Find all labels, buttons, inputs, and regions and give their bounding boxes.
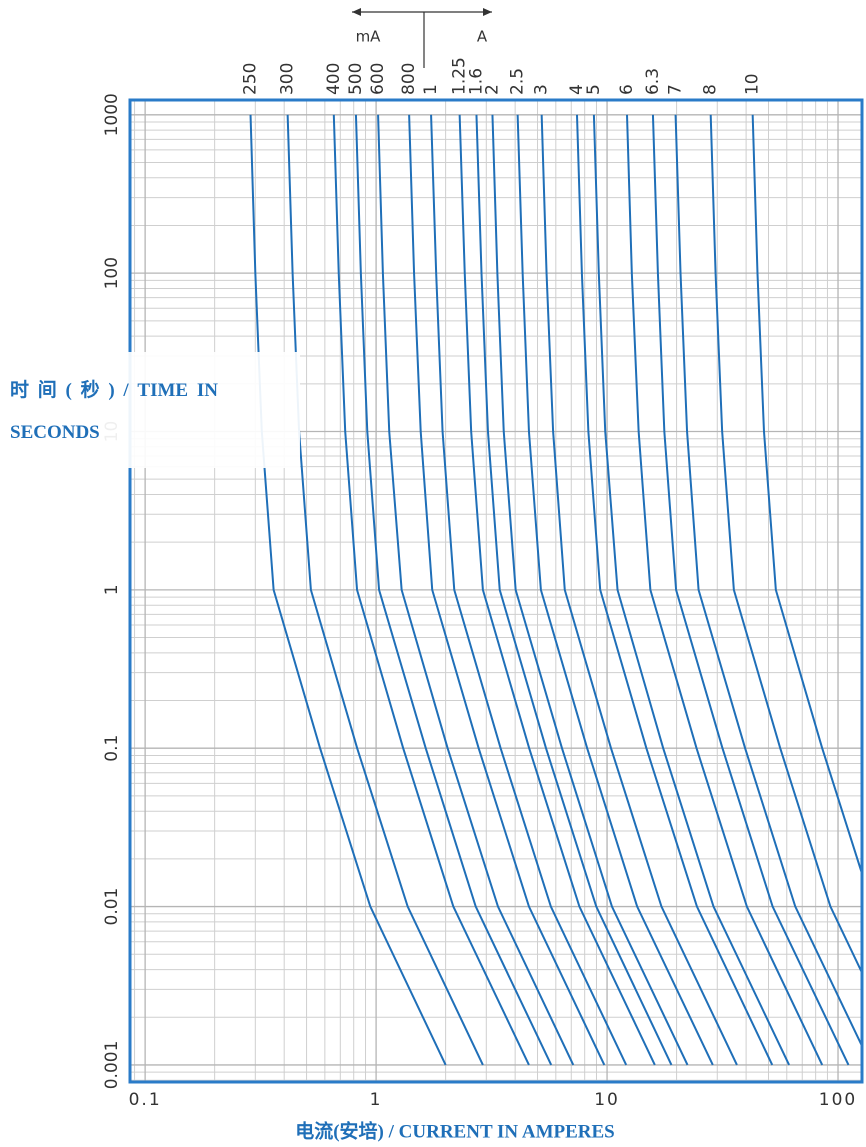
series-label: 1.25 [450, 57, 470, 95]
fuse-curve [592, 114, 791, 1066]
x-tick-label: 10 [594, 1090, 620, 1110]
fuse-curve [516, 114, 714, 1066]
series-label: 1.6 [466, 68, 486, 95]
series-label: 10 [743, 73, 763, 95]
series-label: 250 [241, 63, 261, 95]
unit-label: mA [356, 28, 382, 46]
y-tick-label: 0.1 [102, 735, 122, 762]
series-label: 500 [346, 63, 366, 95]
series-label: 6.3 [643, 68, 663, 95]
series-label: 2.5 [508, 68, 528, 95]
y-tick-label: 1 [102, 584, 122, 595]
series-label: 1 [421, 84, 441, 95]
y-axis-title: 时 间 ( 秒 ) / TIME IN SECONDS [0, 352, 300, 468]
series-label: 7 [666, 84, 686, 95]
fuse-curve [408, 114, 606, 1066]
y-tick-label: 100 [102, 257, 122, 289]
series-label: 3 [532, 84, 552, 95]
fuse-curve [286, 114, 484, 1066]
unit-label: A [477, 28, 488, 46]
fuse-curve [430, 114, 628, 1066]
fuse-curve [709, 114, 862, 976]
x-tick-label: 0.1 [129, 1090, 162, 1110]
fuse-curve [377, 114, 575, 1066]
curves [249, 114, 862, 1066]
fuse-curve [674, 114, 862, 1049]
series-label: 300 [278, 63, 298, 95]
fuse-curve [475, 114, 673, 1066]
series-label: 5 [584, 84, 604, 95]
series-label: 400 [324, 63, 344, 95]
fuse-curve [651, 114, 850, 1066]
plot-frame [128, 98, 864, 1084]
fuse-curve [332, 114, 530, 1066]
x-axis-title: 电流(安培) / CURRENT IN AMPERES [295, 1119, 615, 1142]
fuse-curve [626, 114, 824, 1066]
series-label: 600 [368, 63, 388, 95]
fuse-curve [540, 114, 738, 1066]
series-label: 6 [617, 84, 637, 95]
fuse-curve [575, 114, 774, 1066]
series-label: 800 [399, 63, 419, 95]
series-label: 4 [567, 84, 587, 95]
y-tick-label: 0.001 [102, 1041, 122, 1090]
fuse-curve [249, 114, 447, 1066]
series-label: 2 [482, 84, 502, 95]
fuse-curve [751, 114, 862, 877]
fuse-curve [354, 114, 553, 1066]
fuse-curve [458, 114, 656, 1066]
x-tick-label: 1 [370, 1090, 383, 1110]
y-tick-label: 0.01 [102, 888, 122, 926]
x-tick-label: 100 [819, 1090, 857, 1110]
series-label: 8 [701, 84, 721, 95]
y-tick-label: 1000 [102, 93, 122, 136]
fuse-curve [491, 114, 689, 1066]
